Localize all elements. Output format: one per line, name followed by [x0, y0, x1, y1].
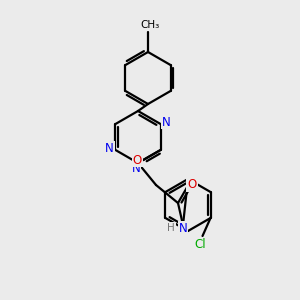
Text: CH₃: CH₃: [140, 20, 160, 30]
Text: N: N: [178, 221, 188, 235]
Text: N: N: [132, 161, 140, 175]
Text: H: H: [167, 223, 175, 233]
Text: N: N: [162, 116, 171, 128]
Text: O: O: [133, 154, 142, 166]
Text: N: N: [105, 142, 114, 154]
Text: Cl: Cl: [195, 238, 206, 250]
Text: O: O: [188, 178, 196, 191]
